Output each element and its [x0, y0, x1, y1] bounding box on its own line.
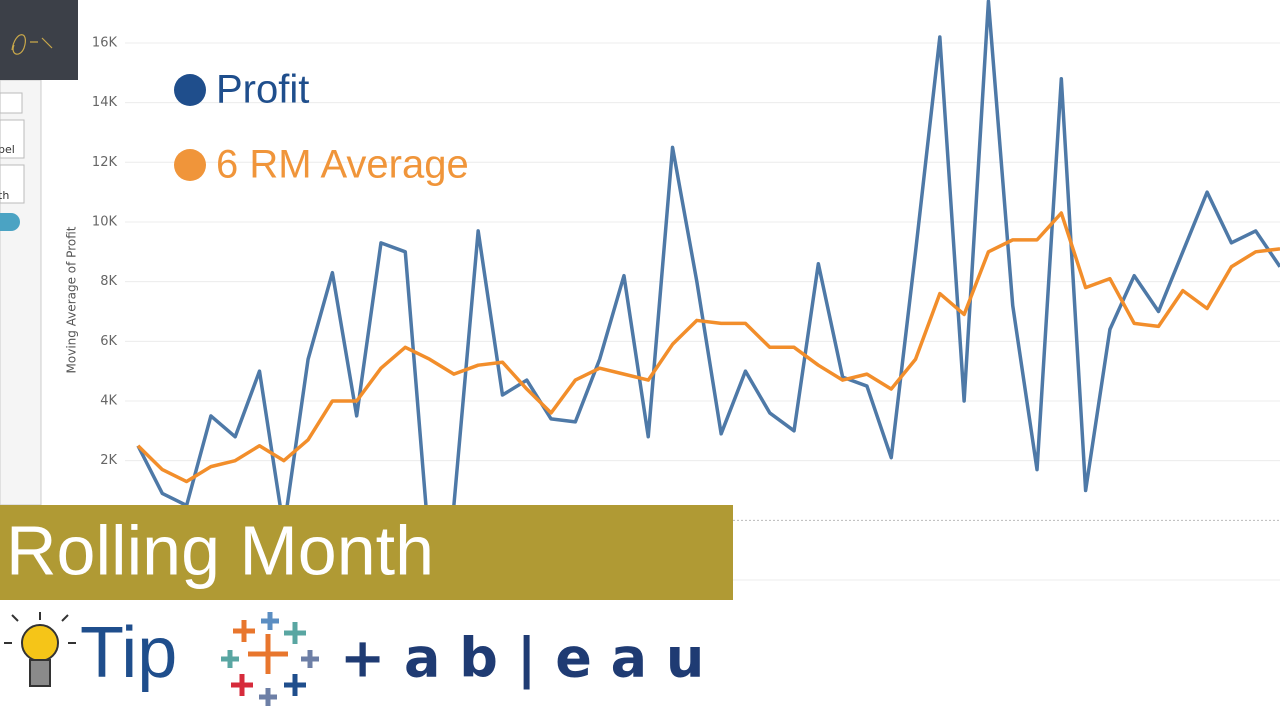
label-button[interactable]: [0, 119, 25, 159]
y-tick-label: 8K: [100, 274, 117, 289]
tableau-logo: [221, 612, 319, 706]
brand-text: + a b | e a u: [340, 627, 704, 690]
y-tick-label: 2K: [100, 453, 117, 468]
banner-title: Rolling Month: [6, 511, 434, 589]
bulb-icon: [4, 612, 76, 687]
legend: Profit 6 RM Average: [174, 68, 469, 187]
logo-mark: [11, 34, 53, 55]
line: [136, 0, 1280, 552]
sidebar-label: bel: [0, 143, 15, 156]
legend-dot: [174, 74, 206, 106]
sidebar-label: th: [0, 189, 9, 202]
tip-text: Tip: [80, 613, 177, 693]
logo: [0, 0, 78, 80]
legend-label: 6 RM Average: [216, 143, 469, 187]
y-tick-label: 10K: [92, 214, 118, 229]
y-tick-label: 16K: [92, 35, 118, 50]
y-axis-title: Moving Average of Profit: [65, 226, 79, 373]
path-button[interactable]: [0, 164, 25, 204]
line: [136, 211, 1280, 484]
dropdown[interactable]: [0, 92, 23, 114]
pill[interactable]: [0, 213, 20, 231]
y-tick-label: 14K: [92, 95, 118, 110]
legend-dot: [174, 149, 206, 181]
legend-label: Profit: [216, 68, 309, 112]
y-tick-label: 12K: [92, 155, 118, 170]
footer: [0, 600, 1280, 720]
banner: [0, 505, 733, 600]
y-tick-label: 6K: [100, 334, 117, 349]
y-tick-label: 4K: [100, 393, 117, 408]
